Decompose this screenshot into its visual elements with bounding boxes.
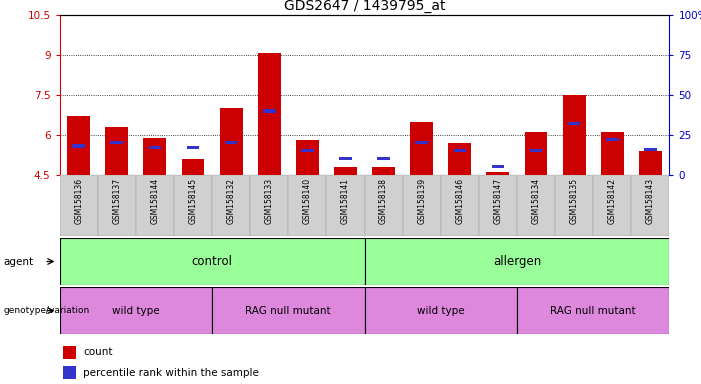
Bar (632, 175, 669, 236)
Text: GSM158133: GSM158133 (265, 178, 273, 224)
Text: GSM158139: GSM158139 (417, 178, 426, 224)
Bar (263, 109, 275, 113)
Bar (111, 141, 123, 144)
Title: GDS2647 / 1439795_at: GDS2647 / 1439795_at (284, 0, 445, 13)
Bar (601, 132, 624, 175)
Bar (365, 238, 669, 285)
Bar (182, 159, 205, 175)
Bar (334, 167, 357, 175)
Text: RAG null mutant: RAG null mutant (245, 306, 331, 316)
Text: GSM158145: GSM158145 (189, 178, 198, 224)
Bar (60, 238, 365, 285)
Bar (72, 144, 85, 147)
Text: GSM158134: GSM158134 (531, 178, 540, 224)
Bar (441, 175, 479, 236)
Bar (377, 157, 390, 161)
Bar (258, 53, 280, 175)
Text: GSM158136: GSM158136 (74, 178, 83, 224)
Bar (491, 165, 504, 168)
Bar (63, 346, 76, 359)
Bar (563, 95, 585, 175)
Bar (301, 149, 313, 152)
Bar (97, 175, 136, 236)
Bar (327, 175, 365, 236)
Bar (644, 147, 657, 151)
Bar (454, 149, 466, 152)
Bar (416, 141, 428, 144)
Text: RAG null mutant: RAG null mutant (550, 306, 636, 316)
Bar (105, 127, 128, 175)
Bar (67, 116, 90, 175)
Bar (212, 175, 250, 236)
Bar (225, 141, 238, 144)
Bar (486, 172, 510, 175)
Bar (365, 287, 517, 334)
Bar (372, 167, 395, 175)
Text: GSM158144: GSM158144 (151, 178, 159, 224)
Bar (639, 151, 662, 175)
Bar (149, 146, 161, 149)
Text: GSM158147: GSM158147 (494, 178, 503, 224)
Bar (606, 138, 618, 141)
Text: GSM158132: GSM158132 (226, 178, 236, 224)
Bar (144, 137, 166, 175)
Text: wild type: wild type (417, 306, 465, 316)
Bar (524, 132, 547, 175)
Bar (186, 146, 199, 149)
Bar (219, 108, 243, 175)
Bar (63, 366, 76, 379)
Text: GSM158137: GSM158137 (112, 178, 121, 224)
Bar (449, 143, 471, 175)
Text: GSM158143: GSM158143 (646, 178, 655, 224)
Text: GSM158138: GSM158138 (379, 178, 388, 224)
Text: GSM158146: GSM158146 (456, 178, 464, 224)
Text: percentile rank within the sample: percentile rank within the sample (83, 368, 259, 378)
Text: genotype/variation: genotype/variation (4, 306, 90, 315)
Bar (479, 175, 517, 236)
Bar (402, 175, 441, 236)
Bar (60, 287, 212, 334)
Bar (296, 140, 319, 175)
Bar (212, 287, 365, 334)
Text: wild type: wild type (112, 306, 160, 316)
Bar (250, 175, 288, 236)
Bar (60, 175, 97, 236)
Bar (174, 175, 212, 236)
Bar (339, 157, 352, 161)
Bar (517, 175, 555, 236)
Text: GSM158142: GSM158142 (608, 178, 617, 224)
Text: GSM158140: GSM158140 (303, 178, 312, 224)
Bar (288, 175, 327, 236)
Bar (517, 287, 669, 334)
Bar (365, 175, 402, 236)
Bar (410, 122, 433, 175)
Bar (568, 122, 580, 125)
Bar (555, 175, 593, 236)
Text: GSM158141: GSM158141 (341, 178, 350, 224)
Text: agent: agent (4, 257, 34, 266)
Bar (530, 149, 543, 152)
Text: allergen: allergen (493, 255, 541, 268)
Text: GSM158135: GSM158135 (570, 178, 578, 224)
Bar (136, 175, 174, 236)
Text: count: count (83, 347, 113, 357)
Bar (593, 175, 632, 236)
Text: control: control (191, 255, 233, 268)
